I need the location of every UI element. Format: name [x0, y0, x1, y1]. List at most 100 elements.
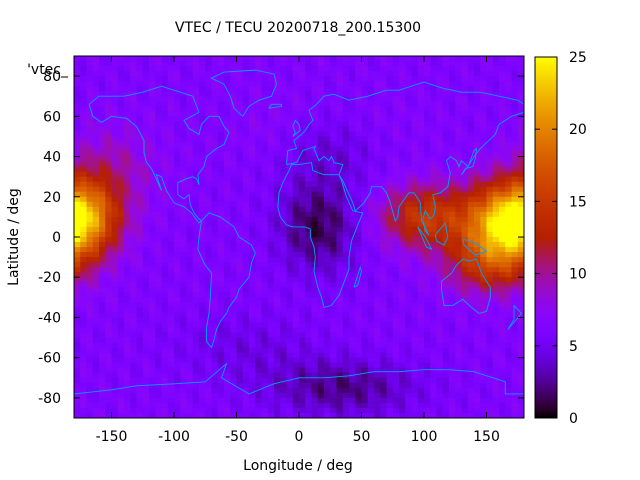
heatmap-cell — [474, 322, 481, 329]
heatmap-cell — [336, 322, 344, 329]
heatmap-cell — [349, 292, 356, 298]
heatmap-cell — [142, 86, 150, 92]
heatmap-cell — [436, 196, 444, 203]
heatmap-cell — [167, 66, 175, 72]
heatmap-cell — [274, 141, 281, 148]
heatmap-cell — [136, 86, 144, 92]
heatmap-cell — [99, 307, 106, 314]
heatmap-cell — [205, 337, 213, 344]
heatmap-cell — [336, 272, 344, 278]
heatmap-cell — [430, 161, 438, 168]
heatmap-cell — [436, 191, 444, 198]
heatmap-cell — [186, 81, 194, 87]
heatmap-cell — [117, 186, 125, 193]
heatmap-cell — [149, 367, 156, 374]
heatmap-cell — [455, 66, 463, 72]
heatmap-cell — [367, 382, 375, 389]
heatmap-cell — [380, 86, 388, 92]
heatmap-cell — [92, 86, 100, 92]
heatmap-cell — [480, 342, 488, 349]
heatmap-cell — [142, 166, 150, 173]
heatmap-cell — [111, 282, 119, 288]
heatmap-cell — [380, 231, 388, 238]
heatmap-cell — [499, 267, 506, 273]
heatmap-cell — [174, 226, 181, 233]
heatmap-cell — [292, 186, 300, 193]
heatmap-cell — [111, 181, 119, 188]
heatmap-cell — [217, 101, 225, 107]
heatmap-cell — [342, 397, 350, 404]
heatmap-cell — [336, 106, 344, 112]
heatmap-cell — [430, 206, 438, 213]
heatmap-cell — [361, 146, 369, 153]
heatmap-cell — [355, 297, 363, 303]
heatmap-cell — [436, 247, 444, 253]
heatmap-cell — [430, 136, 438, 143]
heatmap-cell — [286, 297, 294, 303]
heatmap-cell — [449, 111, 456, 117]
heatmap-cell — [74, 247, 81, 253]
heatmap-cell — [86, 56, 94, 62]
heatmap-cell — [467, 101, 475, 107]
heatmap-cell — [461, 342, 469, 349]
heatmap-cell — [286, 226, 294, 233]
heatmap-cell — [455, 136, 463, 143]
heatmap-cell — [455, 297, 463, 303]
heatmap-cell — [361, 302, 369, 308]
heatmap-cell — [136, 257, 144, 263]
heatmap-cell — [436, 282, 444, 288]
heatmap-cell — [374, 146, 381, 153]
heatmap-cell — [480, 347, 488, 354]
heatmap-cell — [217, 307, 225, 314]
heatmap-cell — [249, 307, 256, 314]
heatmap-cell — [86, 221, 94, 228]
heatmap-cell — [261, 342, 269, 349]
heatmap-cell — [517, 397, 524, 404]
heatmap-cell — [174, 252, 181, 258]
heatmap-cell — [142, 282, 150, 288]
heatmap-cell — [155, 211, 163, 218]
heatmap-cell — [467, 272, 475, 278]
heatmap-cell — [349, 322, 356, 329]
heatmap-cell — [511, 337, 519, 344]
heatmap-cell — [217, 181, 225, 188]
heatmap-cell — [261, 116, 269, 122]
heatmap-cell — [205, 402, 213, 409]
heatmap-cell — [117, 141, 125, 148]
heatmap-cell — [455, 237, 463, 243]
heatmap-cell — [492, 292, 500, 298]
heatmap-cell — [255, 66, 263, 72]
heatmap-cell — [342, 317, 350, 324]
heatmap-cell — [136, 91, 144, 97]
heatmap-cell — [205, 342, 213, 349]
heatmap-cell — [474, 201, 481, 208]
heatmap-cell — [242, 221, 250, 228]
heatmap-cell — [442, 252, 450, 258]
heatmap-cell — [386, 151, 394, 158]
heatmap-cell — [180, 237, 188, 243]
heatmap-cell — [92, 302, 100, 308]
heatmap-cell — [105, 297, 113, 303]
heatmap-cell — [280, 372, 288, 379]
heatmap-cell — [261, 191, 269, 198]
heatmap-cell — [255, 211, 263, 218]
heatmap-cell — [224, 116, 231, 122]
heatmap-cell — [280, 282, 288, 288]
heatmap-cell — [286, 91, 294, 97]
heatmap-cell — [474, 257, 481, 263]
heatmap-cell — [480, 231, 488, 238]
heatmap-cell — [280, 86, 288, 92]
heatmap-cell — [386, 362, 394, 369]
heatmap-cell — [161, 91, 169, 97]
heatmap-cell — [480, 257, 488, 263]
heatmap-cell — [274, 161, 281, 168]
heatmap-cell — [505, 277, 513, 283]
heatmap-cell — [267, 357, 275, 364]
heatmap-cell — [311, 81, 319, 87]
heatmap-cell — [192, 392, 200, 399]
heatmap-cell — [161, 121, 169, 127]
heatmap-cell — [274, 181, 281, 188]
heatmap-cell — [317, 357, 325, 364]
heatmap-cell — [449, 86, 456, 92]
heatmap-cell — [442, 221, 450, 228]
